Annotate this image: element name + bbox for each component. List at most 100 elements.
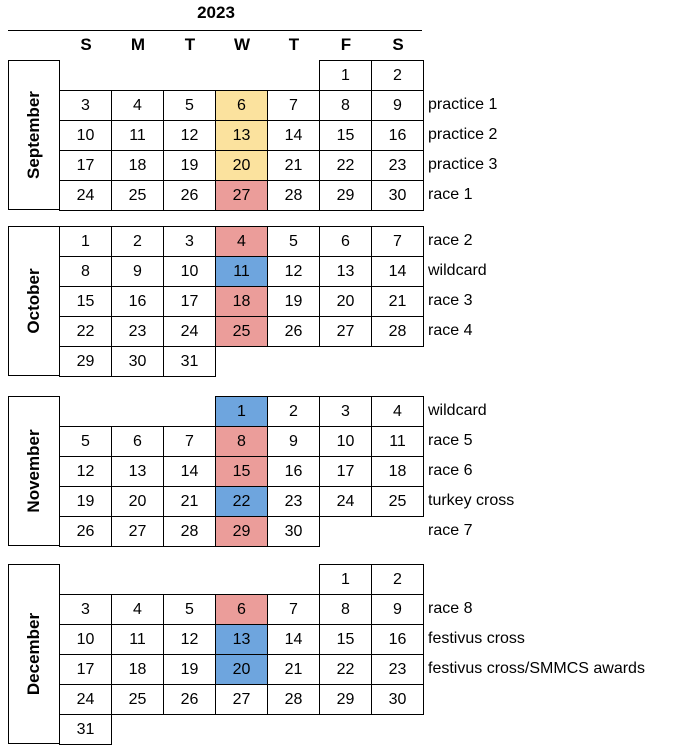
day-cell: 19 — [163, 654, 216, 685]
day-cell: 23 — [371, 654, 424, 685]
day-cell: 17 — [59, 150, 112, 181]
day-cell: 30 — [371, 180, 424, 211]
day-cell: 5 — [59, 426, 112, 457]
event-note: wildcard — [428, 262, 487, 279]
day-cell: 15 — [319, 624, 372, 655]
day-cell: 25 — [111, 684, 164, 715]
month-name: September — [24, 91, 43, 179]
day-cell: 3 — [163, 226, 216, 257]
day-cell: 6 — [215, 594, 268, 625]
event-note: race 1 — [428, 186, 473, 203]
header-rule — [8, 30, 422, 31]
day-cell: 26 — [267, 316, 320, 347]
day-cell: 6 — [319, 226, 372, 257]
day-cell: 11 — [215, 256, 268, 287]
event-note: turkey cross — [428, 492, 515, 509]
event-note: race 3 — [428, 292, 473, 309]
day-cell: 3 — [59, 90, 112, 121]
day-cell: 23 — [111, 316, 164, 347]
month-label: November — [8, 396, 60, 546]
day-cell: 24 — [319, 486, 372, 517]
day-cell: 29 — [319, 684, 372, 715]
month-october: October — [8, 226, 60, 376]
day-cell: 16 — [371, 624, 424, 655]
day-cell: 7 — [163, 426, 216, 457]
day-cell: 19 — [267, 286, 320, 317]
day-cell: 18 — [371, 456, 424, 487]
day-cell: 14 — [371, 256, 424, 287]
day-cell: 27 — [319, 316, 372, 347]
weekday-label: M — [130, 35, 146, 54]
day-cell: 26 — [163, 180, 216, 211]
day-cell: 2 — [111, 226, 164, 257]
day-cell: 30 — [371, 684, 424, 715]
month-name: October — [24, 268, 43, 334]
event-note: festivus cross/SMMCS awards — [428, 660, 645, 677]
day-cell: 18 — [111, 654, 164, 685]
weekday-label: F — [340, 35, 352, 54]
day-cell: 22 — [319, 150, 372, 181]
day-cell: 7 — [267, 594, 320, 625]
day-cell: 12 — [267, 256, 320, 287]
day-cell: 30 — [267, 516, 320, 547]
day-cell: 24 — [163, 316, 216, 347]
day-cell: 2 — [267, 396, 320, 427]
day-cell: 31 — [163, 346, 216, 377]
day-cell: 26 — [163, 684, 216, 715]
day-cell: 21 — [267, 654, 320, 685]
day-cell: 23 — [267, 486, 320, 517]
day-cell: 17 — [163, 286, 216, 317]
day-cell: 29 — [59, 346, 112, 377]
day-cell: 18 — [111, 150, 164, 181]
month-name: November — [24, 429, 43, 513]
day-cell: 6 — [111, 426, 164, 457]
month-november: November — [8, 396, 60, 546]
event-note: practice 1 — [428, 96, 498, 113]
month-september: September — [8, 60, 60, 210]
day-cell: 6 — [215, 90, 268, 121]
day-cell: 8 — [215, 426, 268, 457]
weekday-label: S — [80, 35, 92, 54]
day-cell: 25 — [371, 486, 424, 517]
day-cell: 13 — [215, 624, 268, 655]
day-cell: 29 — [319, 180, 372, 211]
day-cell: 22 — [319, 654, 372, 685]
day-cell: 13 — [319, 256, 372, 287]
day-cell: 11 — [371, 426, 424, 457]
day-cell: 22 — [215, 486, 268, 517]
day-cell: 14 — [267, 624, 320, 655]
day-cell: 15 — [215, 456, 268, 487]
day-cell: 21 — [163, 486, 216, 517]
day-cell: 4 — [111, 90, 164, 121]
day-cell: 27 — [215, 180, 268, 211]
event-note: race 5 — [428, 432, 473, 449]
month-label: October — [8, 226, 60, 376]
day-cell: 16 — [371, 120, 424, 151]
month-december: December — [8, 564, 60, 744]
day-cell: 3 — [59, 594, 112, 625]
day-cell: 2 — [371, 564, 424, 595]
month-label: December — [8, 564, 60, 744]
weekday-label: W — [233, 35, 251, 54]
weekday-label: S — [392, 35, 404, 54]
day-cell: 17 — [319, 456, 372, 487]
day-cell: 16 — [111, 286, 164, 317]
day-cell: 14 — [267, 120, 320, 151]
day-cell: 20 — [111, 486, 164, 517]
day-cell: 10 — [59, 624, 112, 655]
day-cell: 2 — [371, 60, 424, 91]
day-cell: 31 — [59, 714, 112, 745]
day-cell: 12 — [163, 120, 216, 151]
day-cell: 19 — [163, 150, 216, 181]
day-cell: 13 — [111, 456, 164, 487]
day-cell: 27 — [111, 516, 164, 547]
day-cell: 5 — [163, 594, 216, 625]
day-cell: 27 — [215, 684, 268, 715]
day-cell: 10 — [59, 120, 112, 151]
day-cell: 15 — [319, 120, 372, 151]
event-note: race 7 — [428, 522, 473, 539]
day-cell: 25 — [215, 316, 268, 347]
day-cell: 1 — [59, 226, 112, 257]
day-cell: 22 — [59, 316, 112, 347]
day-cell: 30 — [111, 346, 164, 377]
